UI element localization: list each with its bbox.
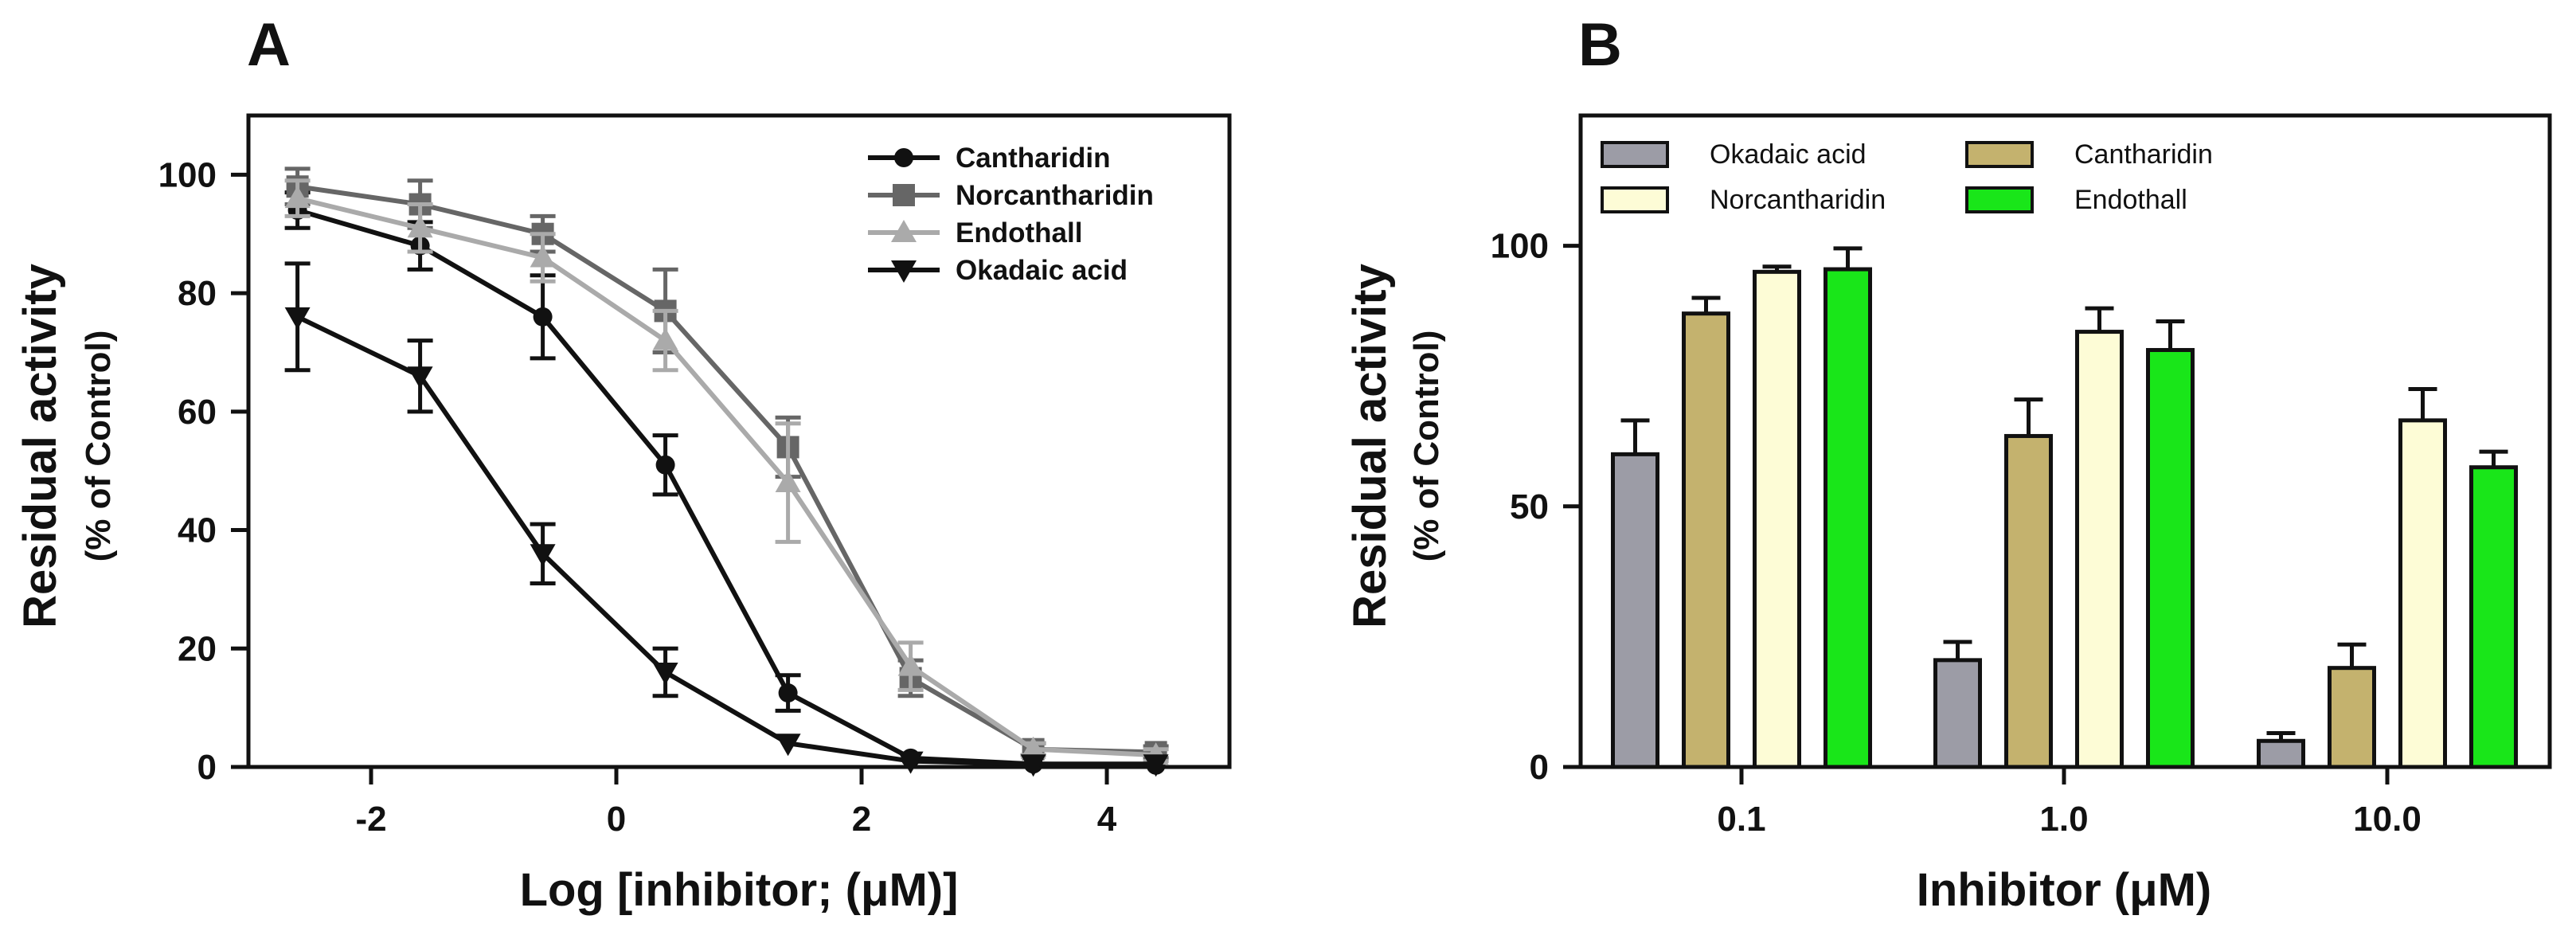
y-tick-label: 80: [178, 274, 217, 313]
bar-endothall-1.0: [2146, 347, 2195, 769]
data-point: [897, 653, 924, 676]
panel-b-y-axis-title: Residual activity: [1344, 264, 1396, 628]
data-point: [652, 327, 678, 350]
legend-label: Okadaic acid: [956, 255, 1128, 286]
data-point: [530, 245, 556, 268]
legend-label: Endothall: [2074, 185, 2187, 215]
legend-marker: [891, 220, 917, 242]
legend-swatch: [1965, 186, 2034, 213]
legend-label: Cantharidin: [2074, 139, 2213, 170]
y-tick-label: 20: [178, 629, 217, 668]
series-line: [296, 208, 1156, 768]
bar-norcantharidin-1.0: [2075, 330, 2124, 769]
x-tick-label: 1.0: [2039, 800, 2088, 839]
y-tick-label: 60: [178, 393, 217, 432]
y-tick-label: 0: [197, 748, 217, 787]
data-point: [284, 307, 311, 330]
data-point: [775, 734, 801, 757]
panel-a-letter: A: [247, 11, 291, 79]
series-line: [296, 315, 1156, 767]
bar-cantharidin-0.1: [1682, 311, 1730, 769]
panel-a-legend: Cantharidin Norcantharidin Endothall Okadai…: [868, 143, 1154, 286]
data-point: [407, 366, 433, 389]
panel-b-x-axis-title: Inhibitor (μM): [1917, 864, 2212, 916]
legend-marker: [894, 148, 913, 167]
y-tick-label: 50: [1510, 487, 1549, 526]
data-point: [775, 470, 801, 493]
data-point: [652, 663, 678, 686]
bar-okadaic-acid-0.1: [1611, 452, 1659, 769]
bar-cantharidin-10.0: [2328, 666, 2376, 769]
legend-marker: [891, 260, 917, 283]
bar-cantharidin-1.0: [2004, 433, 2053, 769]
data-point: [284, 186, 311, 209]
bar-endothall-10.0: [2469, 465, 2518, 769]
legend-label: Norcantharidin: [1710, 185, 1886, 215]
series-okadaic-acid: [284, 261, 1169, 777]
data-point: [533, 307, 553, 327]
x-tick-label: 4: [1097, 800, 1117, 839]
panel-b-y-axis-subtitle: (% of Control): [1407, 331, 1446, 562]
legend-label: Endothall: [956, 217, 1082, 248]
x-tick-label: 0: [607, 800, 626, 839]
legend-swatch: [1965, 141, 2034, 168]
legend-swatch: [1601, 186, 1669, 213]
data-point: [407, 215, 433, 238]
panel-a-y-axis-subtitle: (% of Control): [79, 331, 118, 562]
panel-a-y-axis-title: Residual activity: [14, 264, 66, 628]
bar-endothall-0.1: [1824, 267, 1872, 769]
x-tick-label: 0.1: [1717, 800, 1765, 839]
data-point: [1020, 736, 1046, 759]
legend-label: Norcantharidin: [956, 180, 1154, 211]
y-tick-label: 100: [1491, 227, 1549, 266]
data-point: [778, 683, 798, 703]
legend-swatch: [1601, 141, 1669, 168]
panel-b: B 0 50 100 0.1 1.0 10.0 Okadaic acid Cantharid…: [1344, 11, 2552, 916]
bar-okadaic-acid-10.0: [2257, 738, 2305, 769]
y-tick-label: 40: [178, 511, 217, 550]
panel-b-letter: B: [1578, 11, 1622, 79]
panel-a-x-axis-title: Log [inhibitor; (μM)]: [520, 864, 959, 916]
data-point: [897, 751, 924, 774]
bar-okadaic-acid-1.0: [1933, 658, 1982, 769]
x-tick-label: 2: [852, 800, 871, 839]
bar-norcantharidin-0.1: [1753, 269, 1801, 769]
y-tick-label: 100: [158, 155, 217, 194]
legend-label: Cantharidin: [956, 143, 1110, 174]
panel-a-plot-frame: [246, 113, 1232, 769]
x-tick-label: 10.0: [2353, 800, 2422, 839]
data-point: [1020, 754, 1046, 777]
data-point: [655, 455, 675, 475]
data-point: [530, 544, 556, 567]
legend-label: Okadaic acid: [1710, 139, 1867, 170]
panel-b-legend: Okadaic acid Cantharidin Norcantharidin End…: [1601, 139, 2213, 215]
y-tick-label: 0: [1530, 748, 1549, 787]
legend-marker: [893, 184, 915, 206]
x-tick-label: -2: [355, 800, 386, 839]
bar-norcantharidin-10.0: [2398, 418, 2447, 769]
series-line: [296, 196, 1156, 758]
data-point: [1143, 754, 1169, 777]
